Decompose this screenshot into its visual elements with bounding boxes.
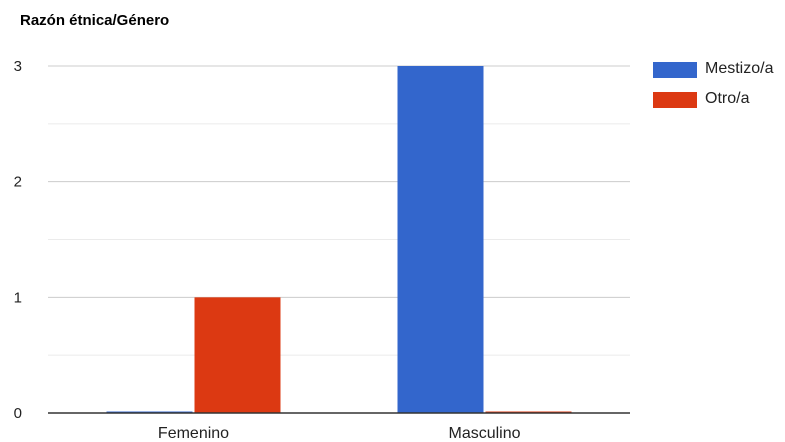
legend-item-mestizo[interactable]: Mestizo/a (653, 58, 785, 80)
y-tick-label: 0 (14, 405, 22, 422)
bar-otroa-femenino (194, 297, 281, 413)
x-tick-label: Masculino (448, 425, 520, 442)
legend: Mestizo/a Otro/a (653, 58, 785, 118)
legend-swatch-mestizo (653, 62, 697, 78)
legend-label-otro: Otro/a (705, 90, 750, 107)
bar-mestizoa-masculino (397, 66, 484, 413)
y-tick-label: 2 (14, 174, 22, 191)
chart-title: Razón étnica/Género (20, 12, 170, 29)
y-tick-label: 1 (14, 289, 22, 306)
y-tick-label: 3 (14, 58, 22, 75)
legend-item-otro[interactable]: Otro/a (653, 88, 785, 110)
legend-swatch-otro (653, 92, 697, 108)
bar-chart: 0 1 2 3 Femenino Masculino (14, 58, 630, 442)
legend-label-mestizo: Mestizo/a (705, 60, 774, 77)
x-tick-label: Femenino (158, 425, 229, 442)
